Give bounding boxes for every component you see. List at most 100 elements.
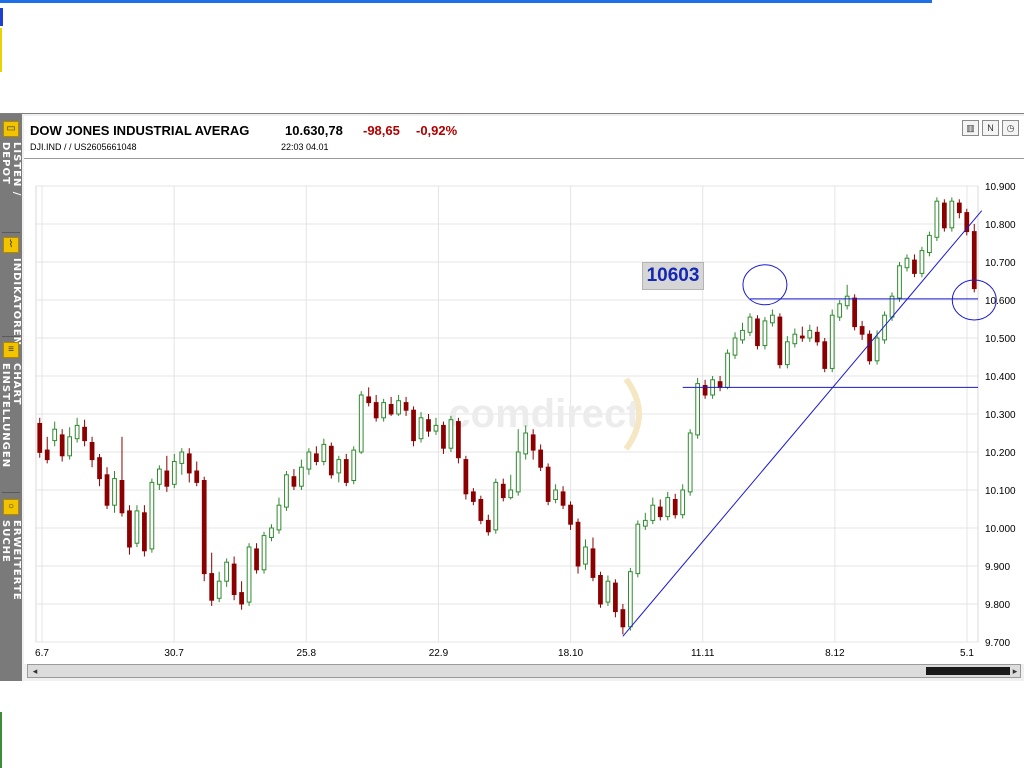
- candle-up: [732, 337, 738, 356]
- candle-down: [717, 381, 723, 388]
- candle-down: [672, 499, 678, 516]
- candle-up: [897, 265, 902, 299]
- sidebar-section-chart-einstellungen[interactable]: ≡ CHART EINSTELLUNGEN: [0, 339, 22, 494]
- candle-up: [351, 449, 357, 482]
- sidebar-label-indikatoren: INDIKATOREN: [11, 258, 22, 347]
- price-change: -98,65: [363, 123, 400, 138]
- chart-area[interactable]: 10.900 10.800 10.700 10.600 10.500 10.400 10.3…: [24, 159, 1024, 664]
- candle-up: [583, 546, 588, 565]
- candle-up: [762, 320, 768, 347]
- candle-up: [134, 510, 140, 544]
- candle-down: [478, 499, 484, 521]
- candle-up: [844, 295, 850, 307]
- candle-up: [635, 523, 641, 575]
- candle-down: [239, 592, 244, 605]
- candle-up: [642, 519, 648, 527]
- candle-down: [127, 510, 132, 548]
- y-tick-label: 10.500: [985, 334, 1016, 345]
- candle-down: [373, 402, 379, 419]
- bottom-marker: [0, 712, 2, 768]
- scroll-right-arrow-icon[interactable]: ▸: [1012, 666, 1018, 676]
- candle-up: [246, 546, 252, 603]
- candle-down: [194, 470, 200, 483]
- candle-up: [433, 424, 439, 432]
- clock-icon[interactable]: ◷: [1002, 120, 1019, 136]
- candle-down: [104, 474, 110, 506]
- scroll-left-arrow-icon[interactable]: ◂: [32, 666, 38, 676]
- candle-down: [426, 419, 431, 432]
- candle-up: [508, 489, 514, 499]
- candle-up: [605, 580, 611, 603]
- candle-up: [687, 432, 693, 493]
- x-tick-label: 11.11: [691, 648, 715, 659]
- candle-up: [149, 481, 155, 550]
- instrument-name: DOW JONES INDUSTRIAL AVERAG: [30, 123, 250, 138]
- candle-up: [336, 459, 342, 474]
- y-tick-label: 10.100: [985, 486, 1016, 497]
- candle-up: [179, 451, 185, 464]
- sidebar-divider: [2, 336, 20, 337]
- sidebar-divider: [2, 492, 20, 493]
- candle-down: [231, 563, 237, 596]
- candle-up: [919, 250, 925, 274]
- sidebar-section-indikatoren[interactable]: ⌇ INDIKATOREN: [0, 234, 22, 346]
- candle-down: [411, 409, 416, 442]
- candle-down: [500, 483, 506, 499]
- candle-down: [291, 476, 297, 487]
- candle-down: [912, 259, 917, 274]
- x-tick-label: 8.12: [825, 648, 845, 659]
- y-tick-label: 10.000: [985, 524, 1016, 535]
- candle-down: [822, 341, 828, 369]
- chart-scrollbar[interactable]: ◂ ▸: [27, 664, 1021, 678]
- candle-down: [575, 521, 581, 567]
- x-tick-label: 5.1: [960, 648, 974, 659]
- sidebar-label-listen: LISTEN / DEPOT: [0, 142, 22, 197]
- candle-down: [485, 519, 491, 533]
- candle-up: [276, 504, 282, 531]
- candle-up: [695, 383, 701, 436]
- candle-up: [807, 329, 813, 339]
- candle-down: [388, 404, 394, 415]
- news-icon[interactable]: N: [982, 120, 999, 136]
- candle-down: [470, 491, 476, 502]
- highlight-circle: [742, 264, 788, 306]
- candle-down: [657, 506, 663, 518]
- watermark-bracket: [623, 377, 642, 451]
- y-tick-label: 9.900: [985, 562, 1010, 573]
- candle-up: [112, 478, 117, 506]
- candle-up: [725, 352, 730, 388]
- candle-up: [553, 489, 558, 500]
- candle-down: [328, 445, 334, 476]
- price-change-percent: -0,92%: [416, 123, 458, 138]
- candle-up: [792, 333, 798, 345]
- candle-up: [156, 468, 162, 485]
- candle-down: [867, 333, 872, 362]
- candle-up: [829, 314, 835, 369]
- candle-down: [403, 402, 409, 411]
- top-accent-line: [0, 0, 932, 3]
- candle-down: [859, 326, 865, 335]
- indicator-icon: ⌇: [3, 237, 19, 253]
- y-tick-label: 10.200: [985, 448, 1016, 459]
- candle-down: [89, 442, 95, 461]
- candle-up: [523, 432, 529, 455]
- sidebar-section-listen[interactable]: ▭ LISTEN / DEPOT: [0, 118, 22, 238]
- sidebar-section-erweiterte-suche[interactable]: ○ ERWEITERTE SUCHE: [0, 496, 22, 626]
- candle-down: [545, 466, 551, 502]
- sidebar-label-chart-einstellungen: CHART EINSTELLUNGEN: [0, 363, 22, 469]
- candle-down: [164, 470, 170, 487]
- y-tick-label: 10.400: [985, 372, 1016, 383]
- candle-up: [904, 257, 910, 269]
- candle-up: [224, 561, 230, 582]
- quote-time: 22:03 04.01: [281, 142, 329, 152]
- chart-type-icon[interactable]: ▥: [962, 120, 979, 136]
- candle-down: [590, 548, 596, 578]
- y-tick-label: 10.800: [985, 220, 1016, 231]
- corner-marker-yellow: [0, 28, 2, 72]
- candle-down: [254, 548, 259, 571]
- candle-down: [702, 385, 708, 396]
- y-tick-label: 9.700: [985, 638, 1010, 649]
- scrollbar-thumb[interactable]: [926, 667, 1010, 675]
- candle-up: [418, 417, 424, 440]
- candle-down: [964, 212, 970, 233]
